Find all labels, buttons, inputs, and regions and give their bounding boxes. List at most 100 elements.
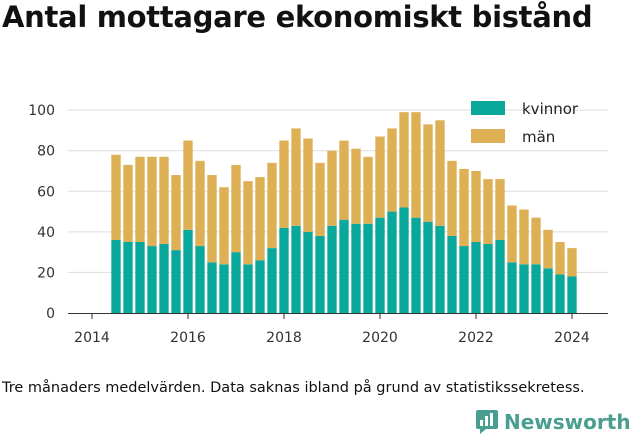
bar-man — [243, 181, 253, 265]
x-tick-label: 2014 — [74, 330, 110, 346]
bar-kvinnor — [231, 252, 241, 313]
bar-man — [267, 162, 277, 249]
bar-man — [195, 160, 205, 247]
y-tick-label: 0 — [46, 306, 55, 322]
bar-man — [279, 140, 289, 228]
bar-kvinnor — [423, 221, 433, 313]
bar-man — [519, 209, 529, 265]
bar-kvinnor — [567, 276, 577, 313]
bar-man — [351, 148, 361, 224]
bar-kvinnor — [387, 211, 397, 313]
bar-kvinnor — [267, 248, 277, 313]
bar-kvinnor — [507, 262, 517, 313]
gridlines — [68, 109, 608, 273]
bar-man — [255, 177, 265, 261]
y-tick-label: 100 — [28, 103, 55, 119]
bar-man — [555, 242, 565, 275]
bar-kvinnor — [195, 246, 205, 313]
bar-kvinnor — [291, 225, 301, 313]
x-tick-label: 2022 — [458, 330, 494, 346]
bar-man — [447, 160, 457, 236]
chart-title: Antal mottagare ekonomiskt bistånd — [2, 0, 593, 34]
bar-kvinnor — [219, 264, 229, 313]
bar-kvinnor — [459, 246, 469, 313]
bar-man — [459, 168, 469, 247]
bar-man — [363, 156, 373, 224]
bar-man — [435, 120, 445, 226]
bar-kvinnor — [279, 227, 289, 313]
bar-man — [111, 154, 121, 240]
bar-kvinnor — [159, 244, 169, 313]
y-tick-label: 40 — [37, 225, 55, 241]
bar-man — [327, 150, 337, 226]
bar-kvinnor — [255, 260, 265, 313]
bar-man — [303, 138, 313, 232]
bar-kvinnor — [315, 235, 325, 313]
y-tick-label: 80 — [37, 144, 55, 160]
bar-man — [567, 248, 577, 277]
bar-man — [483, 179, 493, 245]
bar-man — [183, 140, 193, 230]
legend-swatch — [471, 101, 505, 115]
bars — [111, 112, 577, 313]
bar-man — [159, 156, 169, 245]
bar-man — [375, 136, 385, 218]
legend-swatch — [471, 129, 505, 143]
bar-kvinnor — [123, 242, 133, 313]
brand-name: Newsworthy — [504, 410, 631, 434]
bar-man — [315, 162, 325, 236]
bar-man — [219, 187, 229, 265]
bar-man — [135, 156, 145, 242]
bar-kvinnor — [495, 239, 505, 313]
y-tick-label: 20 — [37, 265, 55, 281]
bar-kvinnor — [363, 223, 373, 313]
axes: 0 20 40 60 80 100 2014 2016 2018 2020 2022 2024 — [28, 103, 608, 346]
bar-kvinnor — [543, 268, 553, 313]
bar-man — [291, 128, 301, 226]
bar-kvinnor — [207, 262, 217, 313]
bar-kvinnor — [483, 244, 493, 313]
bar-man — [231, 164, 241, 253]
legend-label: män — [522, 128, 555, 146]
bar-man — [411, 112, 421, 218]
bar-man — [147, 156, 157, 247]
brand-logo[interactable]: Newsworthy — [475, 409, 631, 435]
bar-kvinnor — [303, 231, 313, 313]
legend: kvinnor män — [471, 100, 579, 146]
bar-kvinnor — [171, 250, 181, 313]
bar-man — [543, 229, 553, 269]
bar-kvinnor — [135, 242, 145, 313]
footnote: Tre månaders medelvärden. Data saknas ib… — [2, 380, 585, 396]
bar-kvinnor — [327, 225, 337, 313]
bar-kvinnor — [471, 242, 481, 313]
bar-kvinnor — [399, 207, 409, 313]
bar-kvinnor — [351, 223, 361, 313]
bar-man — [423, 124, 433, 222]
x-tick-label: 2016 — [170, 330, 206, 346]
bar-kvinnor — [243, 264, 253, 313]
bar-kvinnor — [183, 229, 193, 313]
bar-kvinnor — [519, 264, 529, 313]
bar-man — [507, 205, 517, 263]
legend-label: kvinnor — [522, 100, 579, 118]
bar-man — [339, 140, 349, 220]
bar-kvinnor — [435, 225, 445, 313]
bar-kvinnor — [555, 274, 565, 313]
x-tick-label: 2018 — [266, 330, 302, 346]
bar-man — [387, 128, 397, 212]
bar-man — [399, 112, 409, 208]
bar-man — [123, 164, 133, 242]
bar-man — [207, 175, 217, 263]
x-tick-label: 2020 — [362, 330, 398, 346]
bar-kvinnor — [531, 264, 541, 313]
y-tick-label: 60 — [37, 184, 55, 200]
bar-man — [471, 171, 481, 242]
newsworthy-logo-icon — [476, 410, 498, 434]
bar-man — [531, 217, 541, 265]
bar-kvinnor — [447, 235, 457, 313]
bar-kvinnor — [111, 239, 121, 313]
x-tick-label: 2024 — [554, 330, 590, 346]
bar-man — [171, 175, 181, 251]
bar-kvinnor — [411, 217, 421, 313]
